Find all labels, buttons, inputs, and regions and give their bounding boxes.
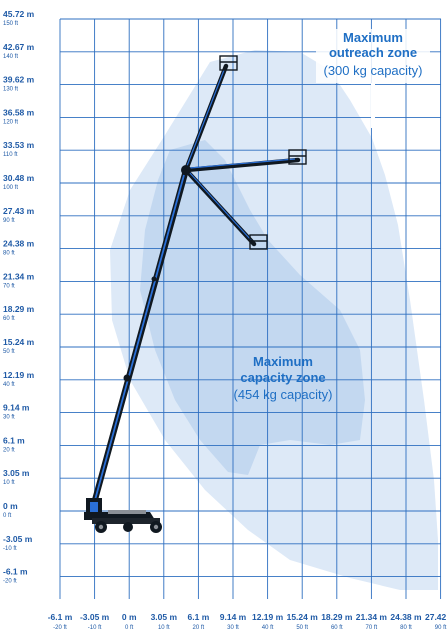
y-tick-label-m: 33.53 m (3, 140, 35, 150)
y-tick-label-ft: 50 ft (3, 349, 15, 355)
y-tick-label-ft: 110 ft (3, 152, 18, 158)
y-tick-label-m: 30.48 m (3, 173, 35, 183)
x-tick-label-ft: 10 ft (158, 625, 170, 631)
x-tick-label-ft: 50 ft (296, 625, 308, 631)
outreach-zone-subtitle: outreach zone (329, 45, 417, 60)
y-tick-label-m: 42.67 m (3, 42, 35, 52)
y-tick-label-ft: 80 ft (3, 251, 15, 257)
y-tick-label-ft: -10 ft (3, 546, 17, 552)
x-tick-label-ft: 90 ft (435, 625, 447, 631)
y-tick-label-ft: 130 ft (3, 87, 18, 93)
y-tick-label-ft: 60 ft (3, 316, 15, 322)
x-tick-label-ft: -10 ft (88, 625, 102, 631)
x-tick-label-m: -3.05 m (80, 612, 110, 622)
capacity-zone-capacity: (454 kg capacity) (234, 387, 333, 402)
y-tick-label-m: -6.1 m (3, 567, 28, 577)
y-tick-label-ft: 20 ft (3, 447, 15, 453)
y-tick-label-m: 18.29 m (3, 304, 35, 314)
y-tick-label-m: 0 m (3, 501, 18, 511)
y-tick-label-m: 15.24 m (3, 337, 35, 347)
x-tick-label-ft: 40 ft (262, 625, 274, 631)
x-tick-label-m: 3.05 m (151, 612, 178, 622)
x-tick-label-ft: 60 ft (331, 625, 343, 631)
x-axis-labels: -6.1 m -20 ft -3.05 m -10 ft 0 m 0 ft 3.05 m 10… (48, 612, 448, 631)
x-tick-label-ft: 70 ft (366, 625, 378, 631)
capacity-zone-subtitle: capacity zone (240, 370, 325, 385)
x-tick-label-m: 12.19 m (252, 612, 284, 622)
x-tick-label-ft: 30 ft (227, 625, 239, 631)
y-tick-label-ft: 140 ft (3, 54, 18, 60)
outreach-zone-capacity: (300 kg capacity) (324, 63, 423, 78)
y-tick-label-m: 3.05 m (3, 468, 30, 478)
y-tick-label-m: -3.05 m (3, 534, 33, 544)
y-tick-label-m: 12.19 m (3, 370, 35, 380)
x-tick-label-ft: 0 ft (125, 625, 134, 631)
x-tick-label-m: 9.14 m (220, 612, 247, 622)
capacity-zone-area (140, 140, 365, 475)
y-tick-label-m: 36.58 m (3, 107, 35, 117)
y-tick-label-ft: 120 ft (3, 119, 18, 125)
outreach-zone-label: Maximum outreach zone (300 kg capacity) (316, 29, 430, 128)
x-tick-label-ft: 80 ft (400, 625, 412, 631)
y-tick-label-ft: 10 ft (3, 480, 15, 486)
y-tick-label-m: 24.38 m (3, 239, 35, 249)
y-tick-label-ft: 0 ft (3, 513, 12, 519)
x-tick-label-m: 0 m (122, 612, 137, 622)
y-tick-label-m: 21.34 m (3, 271, 35, 281)
y-tick-label-ft: 90 ft (3, 218, 15, 224)
y-tick-label-ft: 150 ft (3, 21, 18, 27)
x-tick-label-ft: -20 ft (53, 625, 67, 631)
boom-lift-illustration (84, 55, 307, 533)
y-tick-label-ft: 40 ft (3, 382, 15, 388)
y-tick-label-m: 27.43 m (3, 206, 35, 216)
x-tick-label-ft: 20 ft (193, 625, 205, 631)
capacity-zone-title: Maximum (253, 354, 313, 369)
y-tick-label-m: 45.72 m (3, 9, 35, 19)
x-tick-label-m: 21.34 m (356, 612, 388, 622)
y-tick-label-m: 9.14 m (3, 403, 30, 413)
x-tick-label-m: 24.38 m (390, 612, 422, 622)
capacity-zone-label: Maximum capacity zone (454 kg capacity) (234, 354, 333, 402)
y-tick-label-ft: -20 ft (3, 579, 17, 585)
y-tick-label-m: 6.1 m (3, 435, 25, 445)
x-tick-label-m: 6.1 m (188, 612, 210, 622)
x-tick-label-m: -6.1 m (48, 612, 73, 622)
y-tick-label-ft: 30 ft (3, 415, 15, 421)
x-tick-label-m: 18.29 m (321, 612, 353, 622)
y-tick-label-m: 39.62 m (3, 75, 35, 85)
x-tick-label-m: 15.24 m (287, 612, 319, 622)
x-tick-label-m: 27.42 m (425, 612, 448, 622)
y-axis-labels: 45.72 m 150 ft 42.67 m 140 ft 39.62 m 130 ft 3… (3, 9, 35, 585)
outreach-zone-title: Maximum (343, 30, 403, 45)
y-tick-label-ft: 70 ft (3, 283, 15, 289)
y-tick-label-ft: 100 ft (3, 185, 18, 191)
